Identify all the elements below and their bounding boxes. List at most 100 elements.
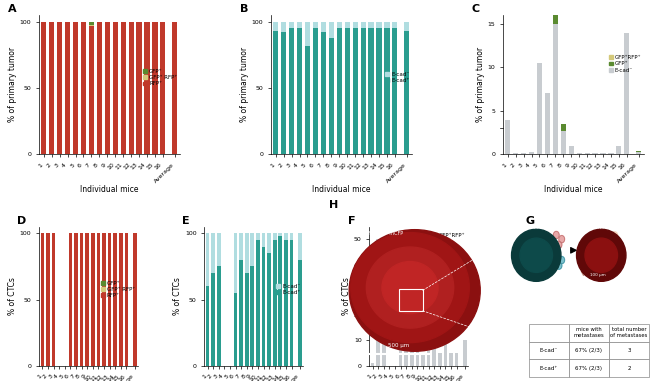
Text: D: D [17,216,27,226]
Bar [125,233,128,366]
Bar [65,22,70,154]
Legend: E-cad⁻, E-cad⁺: E-cad⁻, E-cad⁺ [383,70,411,86]
Circle shape [548,235,554,243]
Bar [427,328,430,366]
Bar [256,233,260,240]
Bar [102,233,106,366]
Legend: GFP⁺, GFP⁺ RFP⁺, RFP⁺: GFP⁺, GFP⁺ RFP⁺, RFP⁺ [141,67,179,89]
Bar [234,293,237,366]
Text: BFG  RFP  GFP  mCFP: BFG RFP GFP mCFP [352,231,404,236]
Bar [97,22,102,154]
Bar [136,22,142,154]
Bar [89,25,94,26]
Circle shape [520,238,552,272]
Bar [273,240,276,366]
Bar [463,341,467,366]
Bar [211,273,215,366]
Bar [298,233,302,260]
Bar [584,153,590,154]
Bar [80,233,83,366]
Circle shape [559,256,565,264]
Bar [113,233,117,366]
Bar [119,233,123,366]
Bar [105,22,110,154]
Text: H: H [329,200,338,210]
Bar [352,29,358,154]
Bar [245,233,248,273]
Bar [608,153,614,154]
Bar [592,153,597,154]
Bar [273,22,278,31]
Circle shape [553,252,559,259]
Bar [297,22,302,29]
Bar [52,233,55,366]
Bar [161,22,166,154]
Bar [289,29,294,154]
Circle shape [610,237,622,252]
Bar [313,29,318,154]
Text: 500 µm: 500 µm [389,343,410,348]
Circle shape [367,247,454,328]
Bar [267,253,271,366]
Bar [290,233,293,240]
Bar [410,341,413,366]
Bar [256,240,260,366]
Bar [545,93,550,154]
Bar [444,341,447,366]
Bar [369,22,374,29]
Bar [537,63,542,154]
Bar [262,247,265,366]
Text: E-cad-mCFP: E-cad-mCFP [523,226,549,231]
Legend: E-cad⁻, E-cad⁺: E-cad⁻, E-cad⁺ [274,282,302,297]
Bar [369,29,374,154]
Bar [49,22,55,154]
Bar [85,233,89,366]
Bar [205,233,209,286]
Y-axis label: % of CTCs: % of CTCs [342,277,351,315]
Bar [205,286,209,366]
Bar [404,31,410,154]
Bar [636,151,642,152]
Y-axis label: % of CTCs: % of CTCs [173,277,182,315]
Bar [234,233,237,293]
Bar [404,290,408,366]
Bar [152,22,157,154]
Bar [337,22,342,29]
Bar [121,22,125,154]
Bar [404,22,410,31]
Bar [449,353,453,366]
Bar [636,152,642,154]
Text: G: G [526,216,535,226]
Bar [281,22,286,32]
Bar [344,29,350,154]
Bar [455,353,458,366]
Y-axis label: % of primary tumor: % of primary tumor [8,47,17,122]
Bar [337,29,342,154]
Bar [399,289,422,311]
Y-axis label: % of primary tumor: % of primary tumor [476,47,485,122]
Legend: GFP⁺RFP⁺, GFP⁺, E-cad⁻: GFP⁺RFP⁺, GFP⁺, E-cad⁻ [606,53,644,75]
Circle shape [612,232,618,240]
Bar [144,22,150,154]
Bar [382,290,385,366]
Bar [239,233,243,260]
Text: 100 µm: 100 µm [590,273,606,277]
Bar [329,38,334,154]
Bar [108,233,111,366]
Bar [278,236,282,366]
Text: A: A [8,4,17,14]
Bar [399,264,402,366]
Circle shape [618,242,619,243]
Circle shape [556,241,562,248]
Bar [133,233,136,366]
Bar [438,353,442,366]
Bar [73,22,78,154]
Bar [289,22,294,29]
Circle shape [556,262,562,269]
Bar [217,233,220,266]
Bar [112,22,118,154]
Bar [250,233,254,266]
Bar [281,32,286,154]
Circle shape [551,241,556,248]
Text: F: F [348,216,355,226]
